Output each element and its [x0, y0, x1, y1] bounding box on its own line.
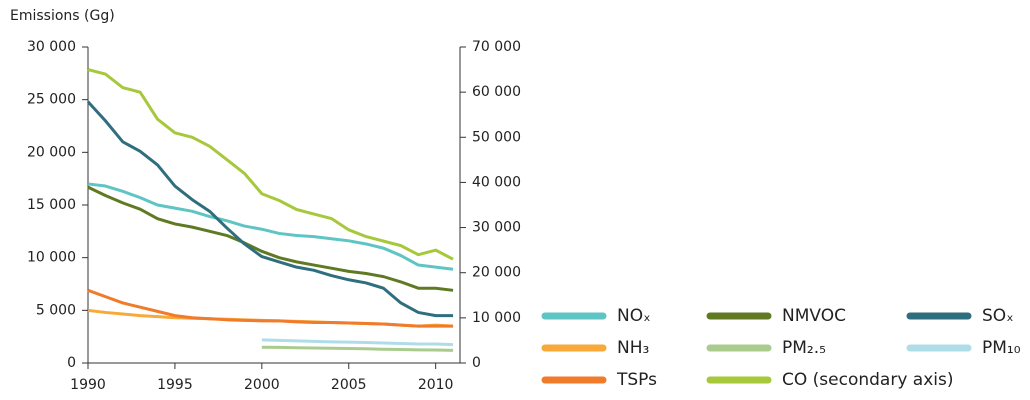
- y2-tick-label: 70 000: [472, 39, 521, 55]
- series-line: [86, 100, 454, 318]
- y-tick-label: 5 000: [36, 302, 76, 318]
- y2-tick-label: 50 000: [472, 129, 521, 145]
- x-tick-label: 2010: [418, 377, 454, 393]
- y-tick-label: 15 000: [27, 197, 76, 213]
- y-tick-label: 30 000: [27, 39, 76, 55]
- series-line: [261, 338, 454, 347]
- y2-tick-label: 60 000: [472, 84, 521, 100]
- series-line: [261, 345, 454, 352]
- y-tick-label: 20 000: [27, 144, 76, 160]
- x-tick-label: 2000: [244, 377, 280, 393]
- x-tick-label: 1995: [157, 377, 193, 393]
- series-line: [87, 185, 454, 292]
- y-tick-label: 25 000: [27, 92, 76, 108]
- x-tick-label: 1990: [70, 377, 106, 393]
- legend-label: NMVOC: [782, 306, 846, 326]
- series-line: [87, 288, 454, 328]
- y2-tick-label: 10 000: [472, 310, 521, 326]
- y2-tick-label: 0: [472, 355, 481, 371]
- y-axis-label: Emissions (Gg): [10, 8, 115, 24]
- legend-label: PM₁₀: [982, 338, 1021, 358]
- y-tick-label: 10 000: [27, 250, 76, 266]
- series-line: [87, 182, 454, 271]
- x-tick-label: 2005: [331, 377, 367, 393]
- series-line: [87, 68, 454, 261]
- legend-label: TSPs: [616, 370, 657, 390]
- y2-tick-label: 40 000: [472, 174, 521, 190]
- legend-label: SOₓ: [982, 306, 1014, 326]
- y2-tick-label: 30 000: [472, 220, 521, 236]
- legend-label: NOₓ: [617, 306, 651, 326]
- y-tick-label: 0: [67, 355, 76, 371]
- legend-label: PM₂.₅: [782, 338, 826, 358]
- y2-tick-label: 20 000: [472, 265, 521, 281]
- legend-label: CO (secondary axis): [782, 370, 953, 390]
- legend-label: NH₃: [617, 338, 649, 358]
